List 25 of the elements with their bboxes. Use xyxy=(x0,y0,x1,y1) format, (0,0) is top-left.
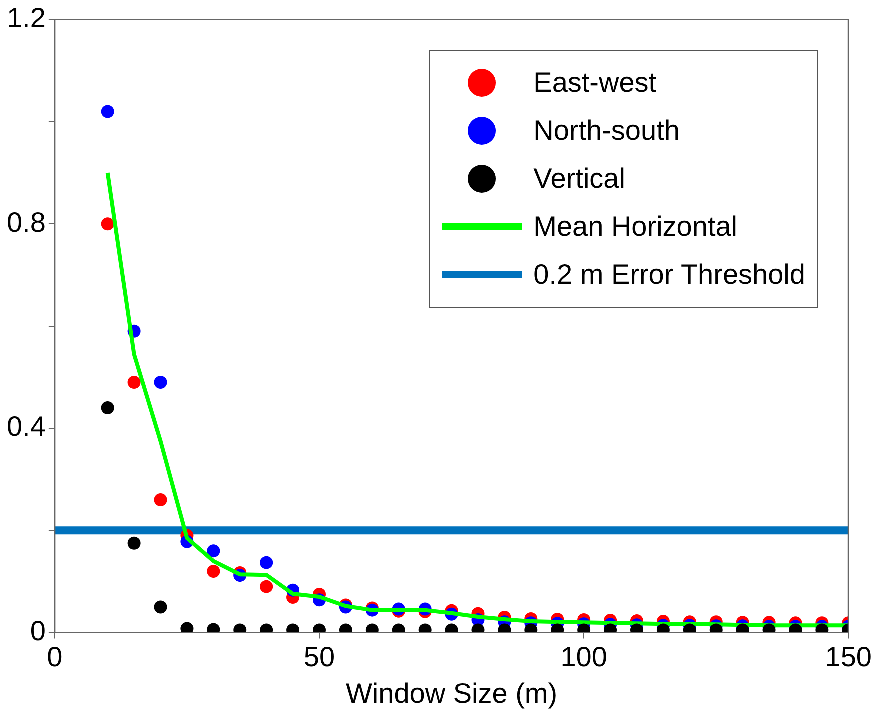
x-tick-label: 150 xyxy=(825,641,872,672)
legend-label: North-south xyxy=(534,114,680,147)
legend-label: Vertical xyxy=(534,162,626,195)
x-axis-title: Window Size (m) xyxy=(346,678,558,709)
x-tick-label: 50 xyxy=(304,641,336,672)
y-tick-label: 0 xyxy=(30,616,46,647)
y-tick-label: 0.4 xyxy=(6,411,46,442)
point xyxy=(101,402,114,415)
legend-label: 0.2 m Error Threshold xyxy=(534,258,806,291)
y-tick-label: 1.2 xyxy=(6,2,46,34)
point xyxy=(154,493,168,506)
point xyxy=(101,218,114,231)
point xyxy=(207,565,220,578)
point xyxy=(260,580,274,594)
point xyxy=(154,600,168,614)
x-tick-label: 100 xyxy=(560,641,608,672)
y-tick-label: 0.8 xyxy=(6,206,46,238)
point xyxy=(207,544,220,558)
point xyxy=(154,376,168,389)
point xyxy=(128,376,141,389)
legend-label: Mean Horizontal xyxy=(534,210,738,243)
point xyxy=(128,536,141,550)
point xyxy=(260,556,274,570)
point xyxy=(101,105,114,118)
legend-label: East-west xyxy=(534,66,657,99)
